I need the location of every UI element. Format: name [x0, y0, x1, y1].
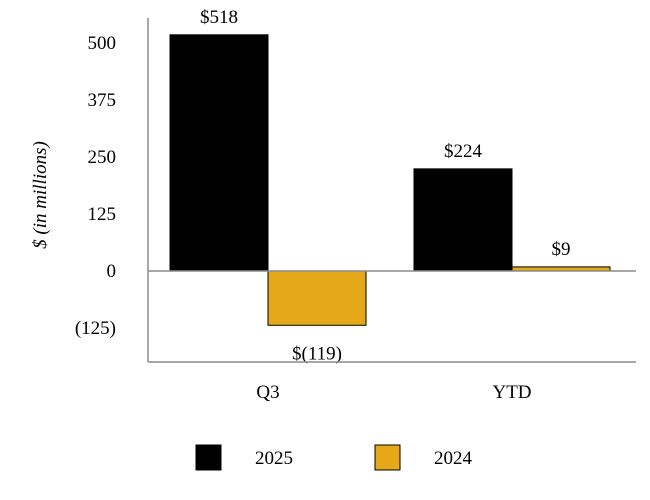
bars — [169, 34, 611, 326]
data-label: $(119) — [292, 343, 342, 364]
y-axis-label: $ (in millions) — [30, 141, 51, 249]
data-label: $224 — [444, 141, 483, 162]
y-tick-label: 0 — [107, 261, 117, 282]
bar-2025-YTD — [413, 168, 513, 272]
bar-2024-Q3 — [267, 270, 367, 326]
legend: 2025 2024 — [195, 444, 473, 471]
bar-2025-Q3 — [169, 34, 269, 272]
data-label: $518 — [200, 7, 238, 28]
y-tick-labels: 500 375 250 125 0 (125) — [75, 33, 116, 339]
legend-label-2025: 2025 — [255, 448, 293, 469]
legend-label-2024: 2024 — [434, 448, 473, 469]
x-tick-label: YTD — [492, 382, 531, 403]
y-tick-label: 500 — [88, 33, 117, 54]
legend-swatch-2025 — [195, 444, 222, 471]
x-tick-labels: Q3 YTD — [256, 382, 531, 403]
y-tick-label: 375 — [88, 90, 117, 111]
y-tick-label: (125) — [75, 318, 116, 339]
legend-swatch-2024 — [374, 444, 401, 471]
data-labels: $518 $(119) $224 $9 — [200, 7, 571, 364]
y-tick-label: 125 — [88, 204, 117, 225]
y-tick-label: 250 — [88, 147, 117, 168]
x-tick-label: Q3 — [256, 382, 279, 403]
data-label: $9 — [552, 239, 571, 260]
axes — [147, 18, 636, 363]
